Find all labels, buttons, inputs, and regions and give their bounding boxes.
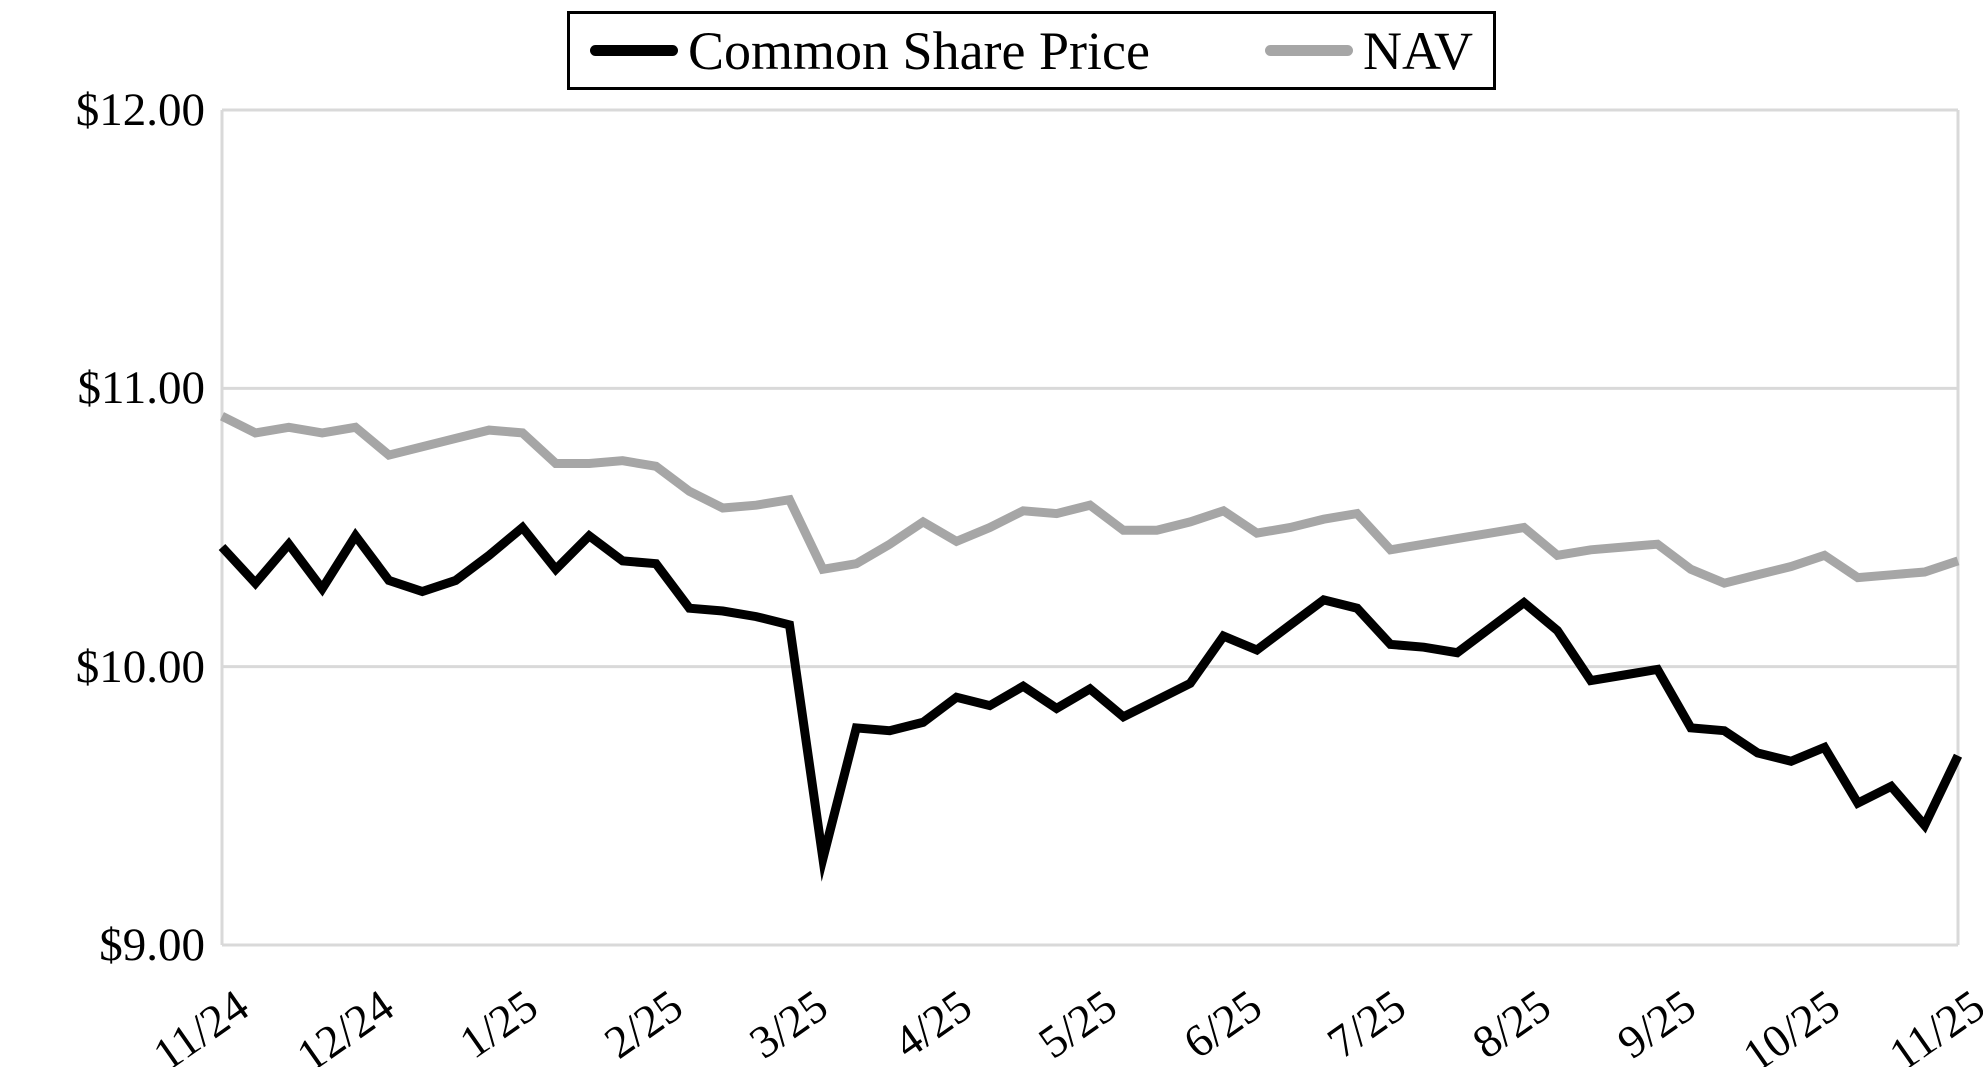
y-axis-label: $9.00 bbox=[99, 919, 205, 971]
common-share-price-line-swatch bbox=[590, 45, 679, 56]
legend-label-nav: NAV bbox=[1362, 20, 1473, 81]
legend-label-common-share-price: Common Share Price bbox=[688, 20, 1150, 81]
legend: Common Share Price NAV bbox=[567, 11, 1496, 90]
common-share-price-line bbox=[218, 521, 1963, 882]
legend-item-nav: NAV bbox=[1264, 20, 1473, 81]
y-axis-label: $11.00 bbox=[77, 362, 205, 415]
legend-item-common-share-price: Common Share Price bbox=[590, 24, 1150, 78]
nav-line-swatch bbox=[1264, 45, 1353, 56]
y-axis-label: $12.00 bbox=[75, 84, 205, 136]
y-axis-label: $10.00 bbox=[75, 640, 205, 693]
nav-line bbox=[219, 412, 1960, 588]
